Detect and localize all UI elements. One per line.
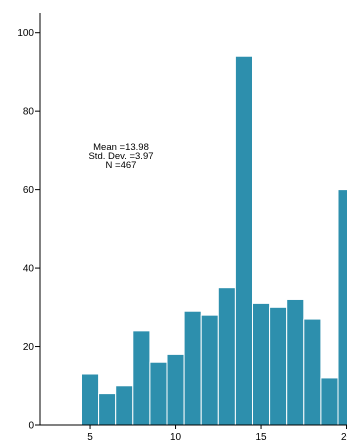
stats-std-dev: Std. Dev. =3.97 bbox=[88, 151, 153, 162]
histogram-bar-8 bbox=[217, 287, 236, 426]
histogram-bar-0 bbox=[81, 373, 100, 426]
stats-n: N =467 bbox=[106, 160, 137, 171]
histogram-bar-2 bbox=[115, 385, 134, 426]
x-tick-label-15: 15 bbox=[255, 432, 267, 442]
y-ticks-group: 0 20 40 60 80 100 bbox=[17, 28, 40, 432]
histogram-bar-11 bbox=[269, 306, 288, 426]
y-tick-label-20: 20 bbox=[23, 342, 35, 353]
histogram-bar-4 bbox=[149, 361, 168, 426]
y-tick-label-40: 40 bbox=[23, 264, 35, 275]
histogram-bar-6 bbox=[183, 310, 202, 426]
x-tick-label-5: 5 bbox=[87, 432, 93, 442]
stats-mean: Mean =13.98 bbox=[93, 142, 149, 153]
histogram-bar-14 bbox=[320, 377, 339, 426]
histogram-bar-7 bbox=[200, 314, 219, 426]
histogram-bar-15 bbox=[337, 189, 347, 426]
y-tick-label-60: 60 bbox=[23, 185, 35, 196]
histogram-bar-13 bbox=[303, 318, 322, 426]
x-ticks-group: 5 10 15 20 bbox=[87, 425, 347, 442]
histogram-bar-5 bbox=[166, 353, 185, 426]
y-tick-label-80: 80 bbox=[23, 107, 35, 118]
histogram-bar-12 bbox=[286, 298, 305, 426]
x-tick-label-10: 10 bbox=[170, 432, 182, 442]
histogram-bar-10 bbox=[252, 302, 271, 426]
x-tick-label-20: 20 bbox=[341, 432, 347, 442]
histogram-bar-3 bbox=[132, 330, 151, 426]
histogram-bar-9 bbox=[234, 55, 253, 426]
y-tick-label-100: 100 bbox=[17, 28, 34, 39]
stats-box: Mean =13.98 Std. Dev. =3.97 N =467 bbox=[88, 142, 153, 171]
histogram-bar-1 bbox=[98, 393, 117, 426]
bars-group bbox=[81, 55, 347, 426]
y-tick-label-0: 0 bbox=[28, 421, 34, 432]
